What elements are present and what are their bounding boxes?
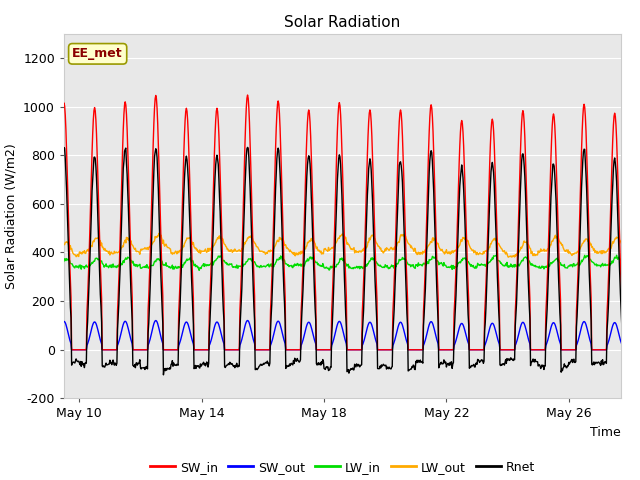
Legend: SW_in, SW_out, LW_in, LW_out, Rnet: SW_in, SW_out, LW_in, LW_out, Rnet [145,456,540,479]
X-axis label: Time: Time [590,426,621,439]
Title: Solar Radiation: Solar Radiation [284,15,401,30]
Text: EE_met: EE_met [72,48,123,60]
Y-axis label: Solar Radiation (W/m2): Solar Radiation (W/m2) [4,143,17,289]
